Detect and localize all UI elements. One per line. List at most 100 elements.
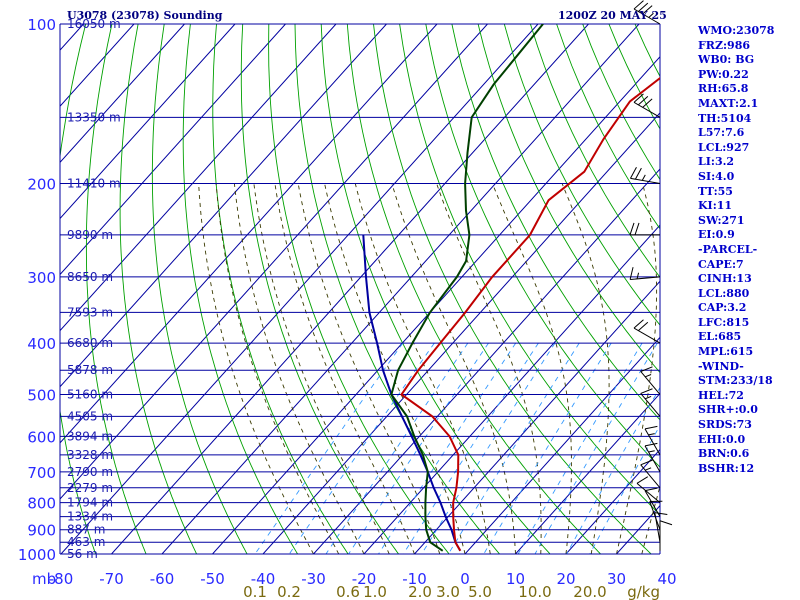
wind-barb-flag bbox=[630, 166, 637, 179]
wind-barb-flag bbox=[640, 366, 653, 372]
dry-adiabat-line bbox=[119, 24, 198, 554]
index-parcel-heading: -PARCEL- bbox=[698, 242, 758, 256]
sounding-time: 1200Z 20 MAY 25 bbox=[558, 9, 667, 22]
mixing-ratio-line bbox=[403, 342, 539, 554]
index-hel: HEL:72 bbox=[698, 388, 744, 402]
isotherm-line bbox=[60, 24, 337, 332]
wind-barb-half-flag bbox=[641, 174, 646, 181]
pressure-tick-label: 500 bbox=[27, 386, 56, 404]
wind-barb-flag bbox=[629, 267, 634, 280]
isotherm-line bbox=[363, 224, 660, 554]
height-label: 5160 m bbox=[67, 387, 113, 401]
temperature-tick-label: -80 bbox=[49, 570, 74, 588]
index-frz: FRZ:986 bbox=[698, 38, 751, 52]
wind-barb bbox=[629, 267, 661, 280]
isotherm-line bbox=[60, 24, 387, 388]
wind-barb-staff bbox=[644, 428, 661, 456]
index-bshr: BSHR:12 bbox=[698, 461, 755, 475]
height-label: 16050 m bbox=[67, 17, 121, 31]
index-cape: CAPE:7 bbox=[698, 257, 744, 271]
wind-barb-flag bbox=[642, 98, 653, 108]
wind-barb bbox=[640, 366, 661, 395]
index-lcl: LCL:927 bbox=[698, 140, 750, 154]
temperature-tick-label: -60 bbox=[150, 570, 175, 588]
temperature-tick-label: 20 bbox=[556, 570, 575, 588]
mixing-ratio-label: 20.0 bbox=[573, 583, 606, 600]
height-label: 1794 m bbox=[67, 496, 113, 510]
wind-barb-staff bbox=[644, 490, 661, 517]
wind-barb-flag bbox=[638, 321, 649, 331]
wind-barb-staff bbox=[636, 482, 661, 504]
pressure-tick-label: 200 bbox=[27, 176, 56, 194]
index-sw: SW:271 bbox=[698, 213, 745, 227]
height-label: 3894 m bbox=[67, 429, 113, 443]
pressure-tick-label: 900 bbox=[27, 522, 56, 540]
height-label: 56 m bbox=[67, 547, 98, 561]
mixing-ratio-label: 0.6 bbox=[336, 583, 360, 600]
mixing-ratio-label: 3.0 bbox=[436, 583, 460, 600]
index-ei: EI:0.9 bbox=[698, 228, 735, 242]
height-label: 11410 m bbox=[67, 177, 121, 191]
sounding-title: U3078 (23078) Sounding bbox=[67, 9, 223, 22]
wind-barb-flag bbox=[644, 487, 658, 492]
pressure-tick-label: 400 bbox=[27, 335, 56, 353]
wind-barb-flag bbox=[634, 222, 640, 236]
index-ki: KI:11 bbox=[698, 199, 733, 213]
wind-barb-staff bbox=[640, 464, 661, 489]
wind-barb-staff bbox=[644, 445, 661, 473]
wind-barb-flag bbox=[659, 520, 673, 526]
isotherm-line bbox=[60, 24, 539, 554]
pressure-tick-label: 100 bbox=[27, 16, 56, 34]
wind-barb-flag bbox=[636, 476, 649, 484]
wind-barb bbox=[630, 166, 661, 185]
pressure-tick-label: 1000 bbox=[18, 546, 56, 564]
moist-adiabat-line bbox=[491, 183, 572, 554]
wind-barb bbox=[633, 0, 661, 25]
pressure-tick-label: 300 bbox=[27, 269, 56, 287]
wind-barb-flag bbox=[640, 388, 653, 394]
index-shr: SHR+:0.0 bbox=[698, 403, 758, 417]
wind-barb-half-flag bbox=[645, 467, 652, 471]
height-label: 463 m bbox=[67, 535, 105, 549]
mixing-ratio-line bbox=[288, 342, 435, 554]
wind-barb-staff bbox=[640, 393, 661, 417]
isotherm-line bbox=[111, 24, 589, 554]
index-si: SI:4.0 bbox=[698, 169, 735, 183]
height-label: 887 m bbox=[67, 523, 105, 537]
wind-barb bbox=[636, 476, 661, 504]
mixing-ratio-label: 2.0 bbox=[408, 583, 432, 600]
wind-barb-flag bbox=[634, 167, 642, 180]
index-stm: STM:233/18 bbox=[698, 374, 773, 388]
wind-barb bbox=[659, 520, 673, 551]
wind-barb bbox=[633, 319, 661, 344]
index-mpl: MPL:615 bbox=[698, 345, 754, 359]
mixing-ratio-label: 0.2 bbox=[277, 583, 301, 600]
parcel-path-line bbox=[362, 234, 462, 552]
pressure-tick-label: 800 bbox=[27, 495, 56, 513]
wind-barb-staff bbox=[630, 177, 661, 185]
index-cap: CAP:3.2 bbox=[698, 301, 747, 315]
isotherm-line bbox=[161, 24, 640, 554]
temperature-tick-label: -40 bbox=[251, 570, 276, 588]
isotherm-line bbox=[464, 336, 660, 554]
temperature-tick-label: 0 bbox=[460, 570, 470, 588]
pressure-unit-label: mb bbox=[32, 570, 56, 588]
moist-adiabat-line bbox=[616, 183, 658, 554]
moist-adiabat-line bbox=[253, 183, 390, 554]
index-el: EL:685 bbox=[698, 330, 742, 344]
wind-barb-flag bbox=[633, 319, 644, 329]
dry-adiabat-line bbox=[294, 24, 500, 554]
pressure-tick-label: 700 bbox=[27, 464, 56, 482]
isotherm-line bbox=[60, 24, 438, 444]
index-cinh: CINH:13 bbox=[698, 272, 752, 286]
isotherm-line bbox=[60, 24, 286, 276]
temperature-tick-label: 30 bbox=[607, 570, 626, 588]
isotherm-line bbox=[60, 24, 236, 220]
wind-barb-staff bbox=[640, 371, 661, 395]
wind-barb-staff bbox=[630, 276, 661, 280]
index-rh: RH:65.8 bbox=[698, 82, 749, 96]
wind-barb bbox=[644, 487, 661, 517]
wind-barb bbox=[629, 222, 660, 236]
index-brn: BRN:0.6 bbox=[698, 447, 750, 461]
